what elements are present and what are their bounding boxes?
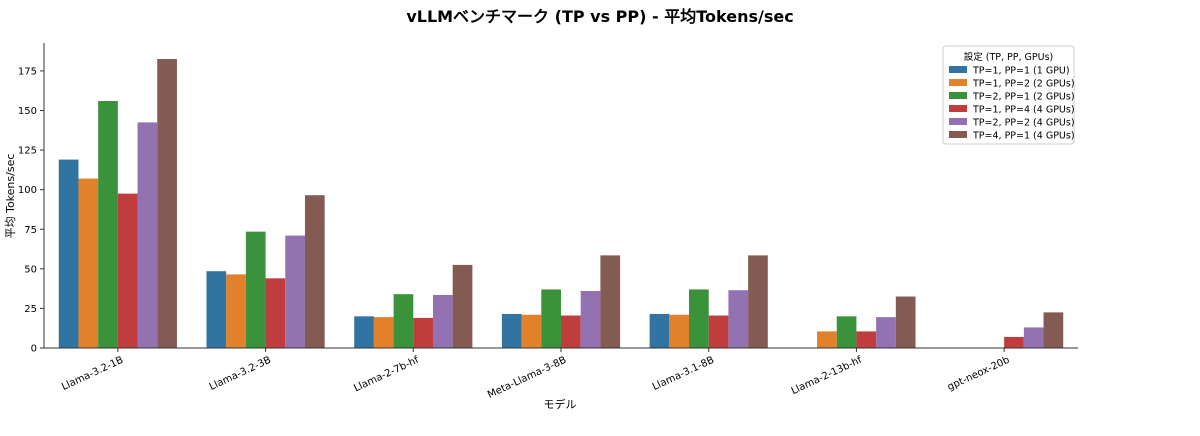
x-tick-label: Llama-2-7b-hf [352, 355, 421, 395]
x-tick-label: Meta-Llama-3-8B [486, 355, 568, 401]
bar-6-1 [157, 59, 177, 348]
y-axis-label: 平均 Tokens/sec [4, 154, 17, 239]
bar-6-7 [1043, 312, 1064, 349]
bar-3-4 [541, 289, 561, 348]
y-tick-label: 0 [31, 344, 37, 355]
x-tick-label: gpt-neox-20b [946, 355, 1011, 393]
legend-swatch [949, 131, 967, 138]
x-tick-label: Llama-2-13b-hf [790, 355, 864, 397]
bar-2-2 [226, 274, 246, 349]
y-tick-label: 25 [24, 304, 37, 315]
legend-frame [942, 45, 1075, 145]
legend: 設定 (TP, PP, GPUs) TP=1, PP=1 (1 GPU) TP=1,… [942, 45, 1075, 145]
bar-2-3 [373, 317, 394, 349]
bar-1-5 [649, 313, 670, 348]
legend-entry: TP=1, PP=1 (1 GPU) [972, 66, 1070, 77]
bar-3-6 [836, 316, 857, 348]
y-tick-label: 75 [24, 225, 37, 236]
bar-4-5 [708, 315, 729, 348]
bar-5-1 [137, 122, 158, 349]
x-axis-label: モデル [544, 397, 577, 411]
y-tick-label: 100 [18, 185, 37, 196]
bar-1-1 [58, 159, 79, 348]
bar-5-3 [432, 294, 453, 348]
bar-1-2 [206, 271, 227, 348]
legend-entry: TP=4, PP=1 (4 GPUs) [972, 131, 1075, 142]
legend-entry: TP=1, PP=4 (4 GPUs) [972, 105, 1075, 116]
bar-3-2 [245, 231, 266, 349]
legend-swatch [949, 92, 967, 99]
bar-2-4 [521, 314, 542, 348]
chart-title: vLLMベンチマーク (TP vs PP) - 平均Tokens/sec [406, 7, 793, 26]
bar-6-3 [452, 264, 473, 349]
bar-5-5 [728, 290, 749, 348]
x-tick-label: Llama-3.2-1B [60, 355, 125, 393]
bar-5-6 [876, 317, 896, 349]
bar-5-7 [1023, 327, 1044, 348]
x-tick-label: Llama-3.1-8B [651, 355, 716, 393]
bar-3-5 [689, 289, 709, 348]
legend-title: 設定 (TP, PP, GPUs) [964, 51, 1054, 63]
legend-swatch [949, 66, 967, 73]
legend-entry: TP=1, PP=2 (2 GPUs) [972, 79, 1075, 90]
bar-4-3 [413, 317, 433, 348]
bar-2-6 [817, 331, 837, 349]
bar-6-5 [748, 255, 768, 349]
bar-2-5 [669, 314, 690, 348]
bar-5-4 [580, 291, 601, 348]
legend-entry: TP=2, PP=1 (2 GPUs) [972, 92, 1075, 103]
bar-3-3 [393, 294, 414, 348]
bar-6-2 [304, 195, 325, 348]
legend-swatch [949, 105, 967, 112]
bar-4-6 [856, 331, 877, 349]
bar-4-1 [117, 193, 138, 349]
y-tick-label: 50 [24, 264, 37, 275]
bar-1-4 [501, 313, 522, 348]
bar-6-4 [600, 255, 621, 349]
legend-entry: TP=2, PP=2 (4 GPUs) [972, 118, 1075, 129]
bar-2-1 [78, 178, 99, 348]
bar-3-1 [98, 101, 118, 348]
legend-swatch [949, 79, 967, 86]
bar-4-2 [265, 278, 286, 348]
x-tick-label: Llama-3.2-3B [208, 355, 273, 393]
bar-4-7 [1004, 336, 1024, 348]
bar-4-4 [561, 315, 581, 348]
bar-6-6 [895, 296, 916, 348]
y-tick-label: 125 [18, 146, 37, 157]
bars-group [58, 59, 1064, 349]
y-tick-label: 175 [18, 66, 37, 77]
bar-5-2 [285, 235, 305, 348]
legend-swatch [949, 118, 967, 125]
bar-1-3 [354, 316, 374, 348]
y-tick-label: 150 [18, 106, 37, 117]
